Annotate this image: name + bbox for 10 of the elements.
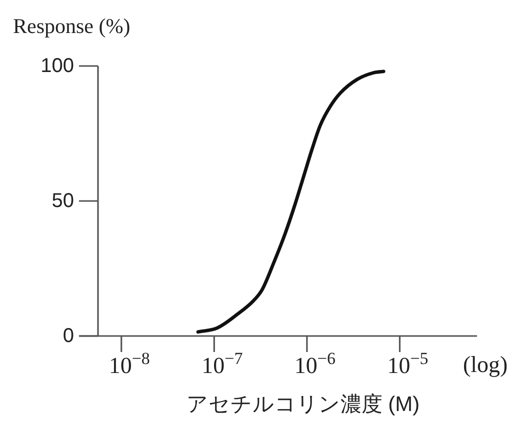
x-axis-title: アセチルコリン濃度 (M) xyxy=(186,393,420,416)
y-axis-title: Response (%) xyxy=(13,14,130,38)
x-tick-label: 10$^{−8}$ xyxy=(108,348,150,378)
x-tick-label: 10$^{−7}$ xyxy=(202,348,244,378)
y-tick-label: 0 xyxy=(62,325,74,347)
y-tick-label: 100 xyxy=(40,55,74,77)
x-tick-label: 10$^{−6}$ xyxy=(294,348,336,378)
y-tick-label: 50 xyxy=(52,190,74,212)
x-tick-label: 10$^{−5}$ xyxy=(387,348,428,378)
text: (log) xyxy=(463,352,508,377)
